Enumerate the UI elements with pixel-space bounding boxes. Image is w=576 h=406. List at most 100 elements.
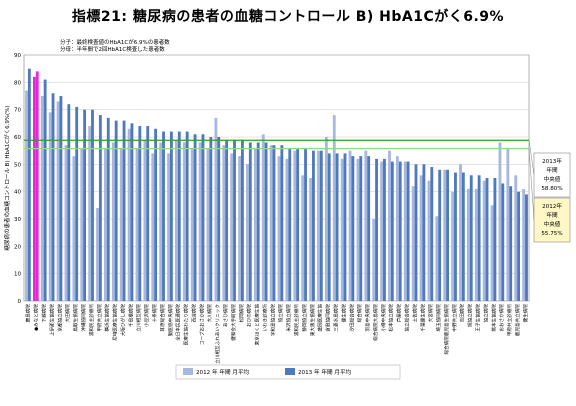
note-numerator: 分子：最終検査値のHbA1Cが6.9%の患者数: [60, 38, 170, 46]
bar-2012: [80, 147, 84, 301]
bar-2013: [304, 147, 307, 301]
bar-2012: [301, 175, 305, 301]
bar-2013: [217, 137, 221, 301]
bar-2013: [383, 158, 386, 301]
bar-2013: [296, 147, 300, 301]
bar-2012: [238, 156, 241, 301]
bar-2012: [190, 147, 194, 301]
bar-2012: [151, 153, 155, 301]
category-label: 総合病院大島病院: [372, 304, 379, 341]
category-label: 総合病院: [356, 304, 363, 323]
bar-2013: [446, 169, 449, 301]
bar-2013: [335, 153, 339, 301]
bar-2012: [222, 145, 226, 301]
bar-2013: [438, 169, 442, 301]
median-callout-text: 2013年: [542, 157, 562, 165]
category-label: 健和会大手町病院: [230, 304, 237, 341]
category-label: 大宮病院: [427, 304, 434, 323]
category-label: 健生病院: [522, 304, 529, 323]
bar-2012: [230, 153, 234, 301]
bar-2013: [122, 120, 126, 301]
legend-label: 2012 年 年間 月平均: [196, 368, 250, 376]
y-tick-label: 10: [14, 272, 21, 278]
category-label: 羽島中央病院: [364, 304, 371, 332]
median-callout-text: 年間: [546, 211, 558, 219]
category-label: 松本協立病院: [388, 304, 395, 332]
bar-2013: [75, 106, 79, 301]
bar-2013: [367, 156, 371, 301]
median-callout-text: 2012年: [542, 202, 562, 210]
bar-2012: [309, 178, 313, 301]
category-label: 倉敷協同病院: [325, 304, 332, 332]
bar-2012: [419, 175, 423, 301]
category-label: おびの病院: [246, 304, 253, 327]
bar-2012: [182, 142, 186, 301]
bar-2012: [443, 169, 447, 301]
category-label: 総合病院鹿児島生協病院: [443, 304, 450, 355]
category-label: 芦屋病院: [396, 304, 403, 323]
bar-2013: [359, 156, 363, 301]
category-label: 東京ほくと医療生協: [254, 304, 261, 346]
bar-2013: [256, 142, 260, 301]
bar-2013: [312, 150, 315, 301]
bar-2012: [317, 150, 320, 301]
bar-2013: [525, 194, 528, 301]
bar-2012: [246, 164, 249, 301]
category-label: 大川病院: [206, 304, 213, 323]
category-label: 吉田病院: [459, 304, 466, 323]
bar-2012: [32, 76, 36, 301]
category-label: 鳥取生協病院: [72, 304, 79, 332]
y-tick-label: 50: [14, 162, 21, 168]
bar-2013: [477, 175, 481, 301]
bar-2013: [319, 150, 323, 301]
bar-2012: [482, 180, 486, 301]
bar-2013: [67, 104, 71, 301]
bar-2012: [277, 156, 281, 301]
category-label: 王子生協病院: [475, 304, 482, 332]
category-label: 土佐病院: [411, 304, 418, 323]
bar-2013: [177, 131, 181, 301]
bar-2012: [395, 156, 399, 301]
bar-2013: [98, 115, 102, 301]
bar-2012: [466, 188, 470, 301]
bar-2012: [206, 147, 210, 301]
y-tick-label: 0: [18, 299, 22, 305]
bar-2012: [159, 142, 163, 301]
bar-2012: [167, 153, 170, 301]
chart-title: 指標21: 糖尿病の患者の血糖コントロール B) HbA1Cがく6.9%: [71, 9, 505, 25]
bar-2013: [240, 139, 244, 301]
bar-2013: [185, 131, 189, 301]
category-label: 旭協立病院: [467, 304, 474, 327]
bar-2013: [248, 142, 252, 301]
bar-2012: [48, 112, 52, 302]
bar-2013: [517, 191, 521, 301]
bar-2013: [201, 134, 205, 301]
bar-2013: [351, 156, 355, 301]
category-label: あさひ病院: [222, 304, 229, 327]
legend-swatch: [183, 368, 193, 375]
bar-2013: [154, 128, 158, 301]
bar-2012: [451, 191, 455, 301]
bar-2012: [111, 142, 115, 301]
bar-2012: [269, 145, 273, 301]
category-label: いわき診療所: [261, 304, 268, 332]
legend-label: 2013 年 年間 月平均: [298, 368, 352, 376]
bar-2013: [454, 172, 457, 301]
callout-leader-0: [528, 140, 535, 176]
category-label: 立川相互病院: [135, 304, 142, 332]
bar-2013: [130, 123, 134, 301]
category-label: 健生病院: [340, 304, 347, 323]
y-tick-label: 80: [14, 80, 21, 86]
bar-2012: [522, 188, 526, 301]
bar-2012: [388, 150, 391, 301]
bar-2013: [225, 139, 229, 301]
bar-2013: [35, 71, 39, 302]
bar-2012: [324, 137, 328, 301]
bar-2013: [193, 134, 197, 301]
category-label: 大阪ひがし病院: [119, 304, 126, 337]
category-label: 宇和島協立病院: [269, 304, 276, 337]
bar-2012: [293, 150, 297, 301]
category-label: 医療生協わたり病院: [183, 304, 190, 346]
category-label: 鹿児島共立病院: [514, 304, 521, 337]
